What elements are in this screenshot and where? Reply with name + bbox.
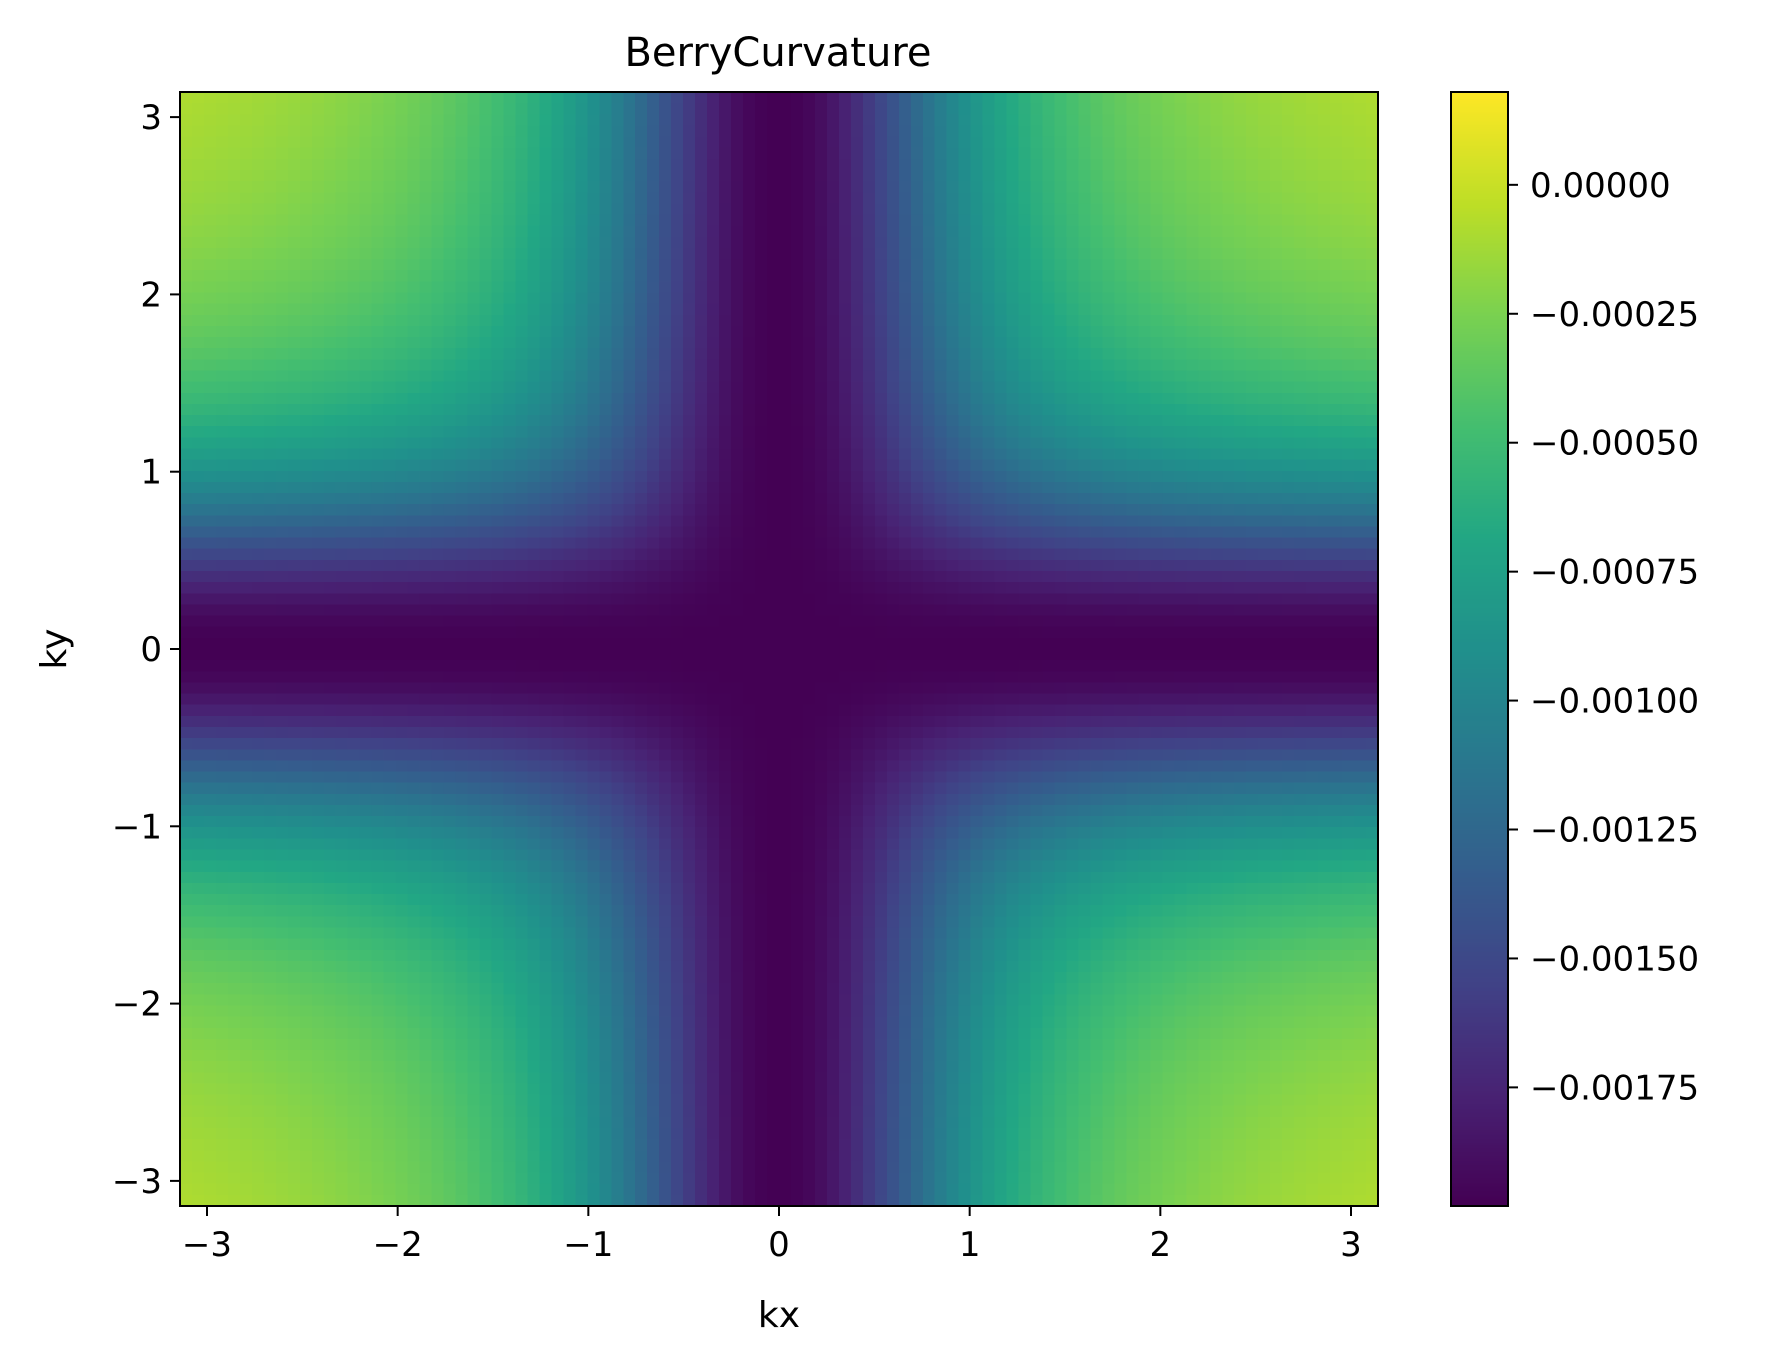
x-tick-label: 0 [768,1225,790,1265]
y-tick-label: 0 [140,630,162,670]
chart-title: BerryCurvature [624,30,931,76]
colorbar-tick-label: −0.00125 [1530,811,1699,851]
colorbar-frame [1450,91,1509,1207]
colorbar-tick-label: −0.00175 [1530,1068,1699,1108]
colorbar: 0.00000 −0.00025 −0.00050 −0.00075 −0.00100 −… [1450,91,1699,1207]
x-tick-label: −1 [563,1225,613,1265]
colorbar-gradient [1451,92,1508,1206]
y-tick-label: −2 [112,985,162,1025]
y-axis-label: ky [34,629,75,670]
x-axis-ticks: −3 −2 −1 0 1 2 3 [182,1206,1362,1265]
y-tick-label: 2 [140,275,162,315]
colorbar-tick-label: −0.00025 [1530,295,1699,335]
y-axis-ticks: −3 −2 −1 0 1 2 3 [112,98,180,1202]
colorbar-tick-label: −0.00050 [1530,424,1699,464]
x-tick-label: −3 [182,1225,232,1265]
y-tick-label: 3 [140,98,162,138]
colorbar-tick-label: −0.00075 [1530,553,1699,593]
y-tick-label: −1 [112,807,162,847]
heatmap-image [180,92,1378,1206]
x-tick-label: 1 [959,1225,981,1265]
colorbar-tick-label: −0.00150 [1530,939,1699,979]
colorbar-tick-label: −0.00100 [1530,682,1699,722]
heatmap-plot-area [179,91,1379,1207]
y-tick-label: −3 [112,1162,162,1202]
y-tick-label: 1 [140,453,162,493]
colorbar-tick-label: 0.00000 [1530,166,1671,206]
x-tick-label: 2 [1150,1225,1172,1265]
x-tick-label: 3 [1340,1225,1362,1265]
x-tick-label: −2 [373,1225,423,1265]
x-axis-label: kx [758,1295,800,1336]
colorbar-ticks: 0.00000 −0.00025 −0.00050 −0.00075 −0.00100 −… [1508,166,1699,1108]
